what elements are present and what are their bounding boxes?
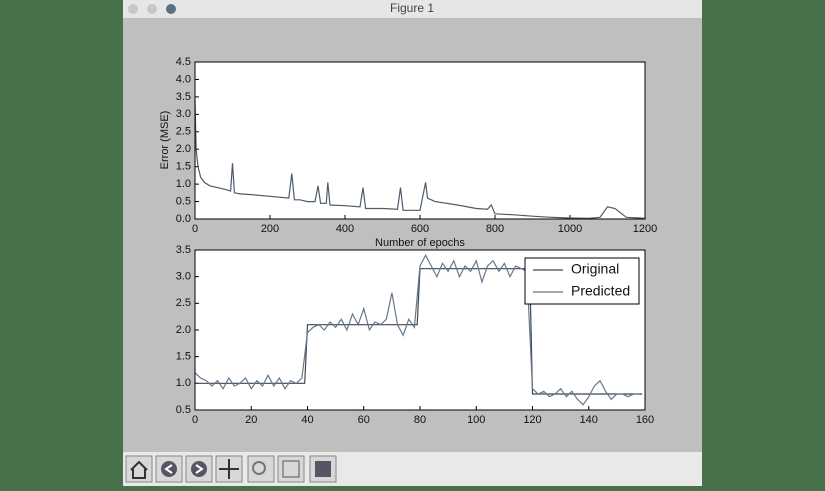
x-tick-label: 160 — [636, 414, 654, 426]
forward-arrow — [195, 464, 204, 474]
x-tick-label: 40 — [301, 414, 313, 426]
x-tick-label: 0 — [192, 414, 198, 426]
x-tick-label: 140 — [580, 414, 598, 426]
data-line — [194, 254, 640, 406]
zoom-icon — [252, 461, 266, 475]
y-tick-label: 0.5 — [176, 195, 191, 207]
x-tick-label: 400 — [336, 223, 354, 235]
save-icon — [315, 461, 331, 477]
y-tick-label: 1.5 — [176, 351, 191, 363]
pan-icon — [219, 459, 239, 479]
x-tick-label: 800 — [486, 223, 504, 235]
y-tick-label: 3.5 — [176, 244, 191, 256]
forward-icon — [191, 461, 207, 477]
y-tick-label: 0.0 — [176, 213, 191, 225]
x-tick-label: 1000 — [558, 223, 582, 235]
plot-frame — [194, 61, 646, 220]
y-tick-label: 3.5 — [176, 91, 191, 103]
minimize-button[interactable] — [147, 4, 157, 14]
legend-label: Predicted — [571, 283, 630, 299]
x-tick-label: 0 — [192, 223, 198, 235]
subplots-icon — [282, 460, 300, 478]
window-title: Figure 1 — [390, 1, 434, 15]
y-tick-label: 2.0 — [176, 324, 191, 336]
y-tick-label: 2.0 — [176, 143, 191, 155]
x-tick-label: 60 — [358, 414, 370, 426]
y-tick-label: 2.5 — [176, 126, 191, 138]
y-tick-label: 1.5 — [176, 161, 191, 173]
legend-box — [524, 257, 640, 305]
y-tick-label: 4.0 — [176, 73, 191, 85]
x-tick-label: 20 — [245, 414, 257, 426]
plot-frame — [194, 249, 646, 411]
x-axis-label: Number of epochs — [375, 237, 465, 249]
y-tick-label: 3.0 — [176, 271, 191, 283]
back-arrow — [164, 464, 173, 474]
y-axis-label: Error (MSE) — [159, 111, 171, 170]
legend-label: Original — [571, 261, 619, 277]
plot-area — [195, 62, 645, 219]
back-icon — [161, 461, 177, 477]
x-tick-label: 100 — [467, 414, 485, 426]
y-tick-label: 3.0 — [176, 108, 191, 120]
title-bar — [123, 0, 702, 18]
y-tick-label: 4.5 — [176, 56, 191, 68]
subplots-button[interactable] — [277, 455, 305, 483]
zoom-button[interactable] — [166, 4, 176, 14]
x-tick-label: 1200 — [633, 223, 657, 235]
y-tick-label: 1.0 — [176, 178, 191, 190]
zoom-rect-button[interactable] — [247, 455, 275, 483]
toolbar-icons — [130, 459, 331, 479]
x-tick-label: 600 — [411, 223, 429, 235]
y-tick-label: 2.5 — [176, 297, 191, 309]
close-button[interactable] — [128, 4, 138, 14]
x-tick-label: 80 — [414, 414, 426, 426]
y-tick-label: 0.5 — [176, 404, 191, 416]
y-tick-label: 1.0 — [176, 377, 191, 389]
data-line — [194, 100, 646, 219]
home-icon — [130, 460, 148, 479]
x-tick-label: 120 — [523, 414, 541, 426]
x-tick-label: 200 — [261, 223, 279, 235]
